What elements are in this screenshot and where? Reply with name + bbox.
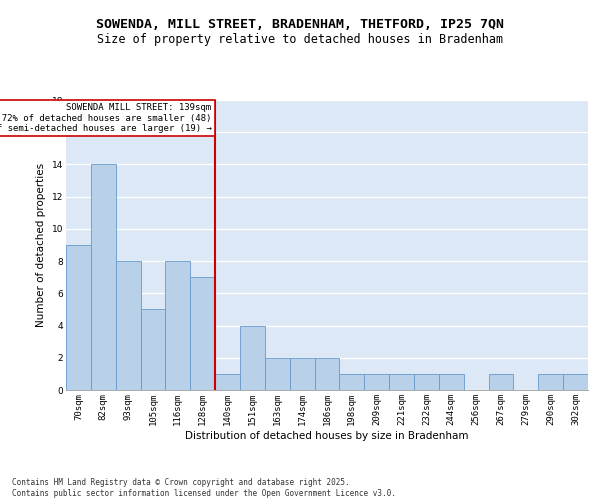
Bar xyxy=(190,277,215,390)
Bar xyxy=(314,358,340,390)
Text: Contains HM Land Registry data © Crown copyright and database right 2025.
Contai: Contains HM Land Registry data © Crown c… xyxy=(12,478,396,498)
Bar xyxy=(488,374,514,390)
Bar xyxy=(389,374,414,390)
Bar xyxy=(439,374,464,390)
Bar xyxy=(290,358,314,390)
Bar xyxy=(563,374,588,390)
Text: SOWENDA, MILL STREET, BRADENHAM, THETFORD, IP25 7QN: SOWENDA, MILL STREET, BRADENHAM, THETFOR… xyxy=(96,18,504,30)
Bar xyxy=(538,374,563,390)
Bar xyxy=(140,310,166,390)
Bar xyxy=(340,374,364,390)
Text: Size of property relative to detached houses in Bradenham: Size of property relative to detached ho… xyxy=(97,32,503,46)
Bar xyxy=(265,358,290,390)
Text: SOWENDA MILL STREET: 139sqm
← 72% of detached houses are smaller (48)
28% of sem: SOWENDA MILL STREET: 139sqm ← 72% of det… xyxy=(0,103,211,133)
Bar xyxy=(414,374,439,390)
Y-axis label: Number of detached properties: Number of detached properties xyxy=(36,163,46,327)
Bar xyxy=(240,326,265,390)
Bar xyxy=(66,245,91,390)
Bar xyxy=(215,374,240,390)
Bar xyxy=(116,261,140,390)
Bar xyxy=(364,374,389,390)
X-axis label: Distribution of detached houses by size in Bradenham: Distribution of detached houses by size … xyxy=(185,430,469,440)
Bar xyxy=(91,164,116,390)
Bar xyxy=(166,261,190,390)
